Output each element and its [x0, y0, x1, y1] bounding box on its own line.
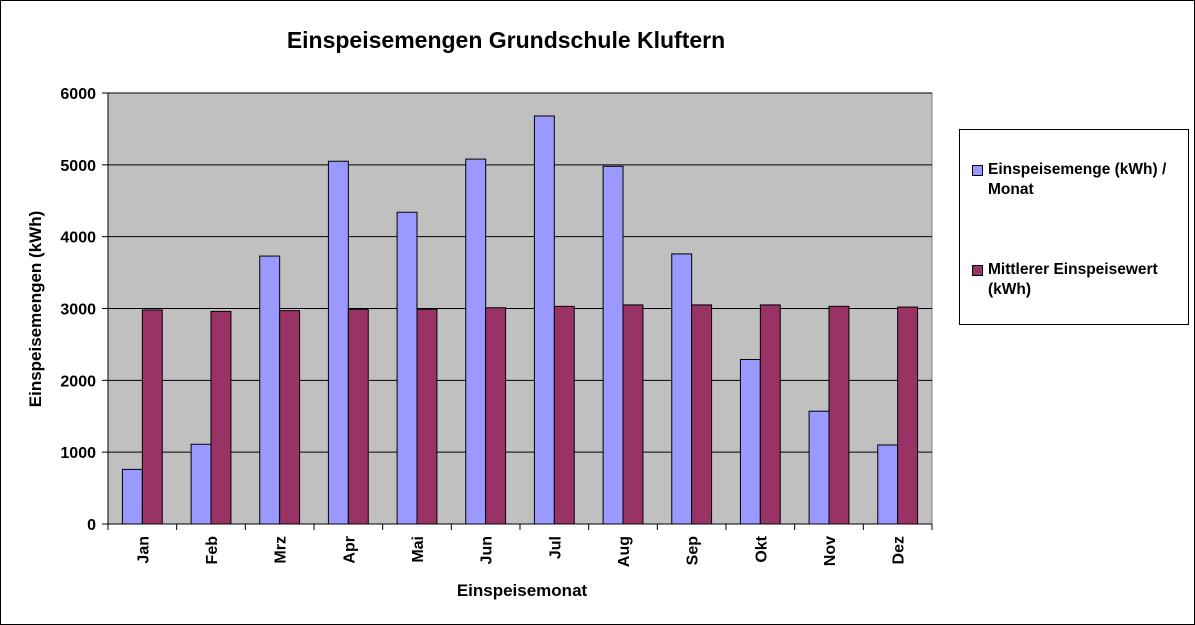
bar-einspeisemenge: [671, 253, 693, 525]
bar-einspeisemenge: [533, 115, 555, 525]
x-tick-label: Dez: [891, 536, 908, 564]
bar-einspeisemenge: [602, 165, 624, 525]
x-tick-label: Apr: [341, 536, 358, 564]
legend-label-einspeisemenge: Einspeisemenge (kWh) / Monat: [988, 161, 1167, 198]
bar-mittlerer: [416, 308, 438, 525]
x-tick-label: Sep: [685, 536, 702, 566]
x-tick-label: Mai: [410, 536, 427, 563]
bar-mittlerer: [347, 308, 369, 525]
y-tick-label: 0: [87, 517, 96, 534]
bar-einspeisemenge: [877, 444, 899, 525]
bar-mittlerer: [485, 307, 507, 525]
x-tick-label: Feb: [204, 536, 221, 565]
bar-mittlerer: [210, 310, 232, 525]
x-tick-label: Jan: [135, 536, 152, 564]
bar-einspeisemenge: [190, 443, 212, 525]
x-tick-label: Aug: [616, 536, 633, 567]
legend-label-mittlerer: Mittlerer Einspeisewert (kWh): [988, 261, 1158, 298]
y-tick-label: 1000: [60, 445, 96, 462]
bar-einspeisemenge: [396, 211, 418, 525]
x-axis-label: Einspeisemonat: [456, 581, 588, 600]
bar-mittlerer: [622, 304, 644, 525]
y-tick-label: 5000: [60, 158, 96, 175]
x-tick-label: Nov: [822, 536, 839, 566]
legend-swatch-mittlerer: [972, 265, 983, 276]
bar-einspeisemenge: [465, 158, 487, 525]
x-tick-label: Jun: [479, 536, 496, 564]
y-tick-label: 4000: [60, 230, 96, 247]
y-tick-label: 2000: [60, 373, 96, 390]
bar-einspeisemenge: [808, 410, 830, 525]
legend: Einspeisemenge (kWh) / Monat Mittlerer E…: [959, 129, 1189, 325]
bar-einspeisemenge: [121, 468, 143, 525]
legend-item-mittlerer: Mittlerer Einspeisewert (kWh): [972, 260, 1182, 300]
x-tick-label: Mrz: [273, 536, 290, 564]
y-tick-label: 6000: [60, 86, 96, 103]
bar-mittlerer: [828, 305, 850, 525]
y-tick-label: 3000: [60, 302, 96, 319]
x-tick-label: Jul: [547, 536, 564, 559]
bar-einspeisemenge: [259, 255, 281, 525]
legend-item-einspeisemenge: Einspeisemenge (kWh) / Monat: [972, 160, 1182, 200]
bar-mittlerer: [759, 304, 781, 525]
y-axis-label: Einspeisemengen (kWh): [26, 210, 45, 408]
bar-einspeisemenge: [327, 160, 349, 525]
x-tick-label: Okt: [753, 535, 770, 562]
bar-mittlerer: [897, 306, 919, 525]
chart-title: Einspeisemengen Grundschule Kluftern: [286, 27, 726, 53]
bar-mittlerer: [141, 309, 163, 525]
bar-mittlerer: [279, 310, 301, 525]
bar-mittlerer: [553, 305, 575, 525]
bar-einspeisemenge: [739, 359, 761, 525]
bar-mittlerer: [691, 304, 713, 525]
legend-swatch-einspeisemenge: [972, 165, 983, 176]
